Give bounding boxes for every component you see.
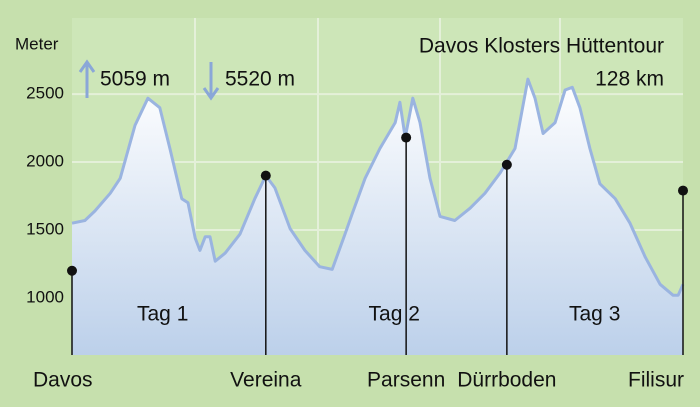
- stage-label: Tag 3: [569, 303, 620, 326]
- y-tick-label: 2500: [26, 84, 64, 103]
- waypoint-label: Filisur: [628, 369, 684, 392]
- waypoint-marker: [678, 185, 688, 196]
- distance: 128 km: [595, 68, 664, 91]
- stage-label: Tag 1: [137, 303, 188, 326]
- waypoint-marker: [401, 132, 412, 143]
- ascent-arrow: [78, 59, 96, 98]
- waypoint-label: Parsenn: [367, 369, 445, 392]
- y-tick-label: 1500: [26, 219, 64, 238]
- chart-title: Davos Klosters Hüttentour: [419, 35, 664, 58]
- descent-arrow: [202, 62, 220, 101]
- waypoint-marker: [260, 170, 271, 181]
- elevation-area: [72, 79, 683, 355]
- waypoint-label: Davos: [33, 369, 93, 392]
- y-tick-label: 1000: [26, 287, 64, 306]
- waypoint-marker: [67, 265, 77, 276]
- y-tick-label: 2000: [26, 152, 64, 171]
- ascent: 5059 m: [100, 68, 170, 91]
- y-axis-label: Meter: [15, 34, 59, 53]
- descent: 5520 m: [225, 68, 295, 91]
- waypoint-marker: [501, 159, 512, 170]
- stage-label: Tag 2: [369, 303, 420, 326]
- waypoint-label: Vereina: [230, 369, 302, 392]
- elevation-line: [71, 77, 685, 297]
- waypoint-label: Dürrboden: [457, 369, 556, 392]
